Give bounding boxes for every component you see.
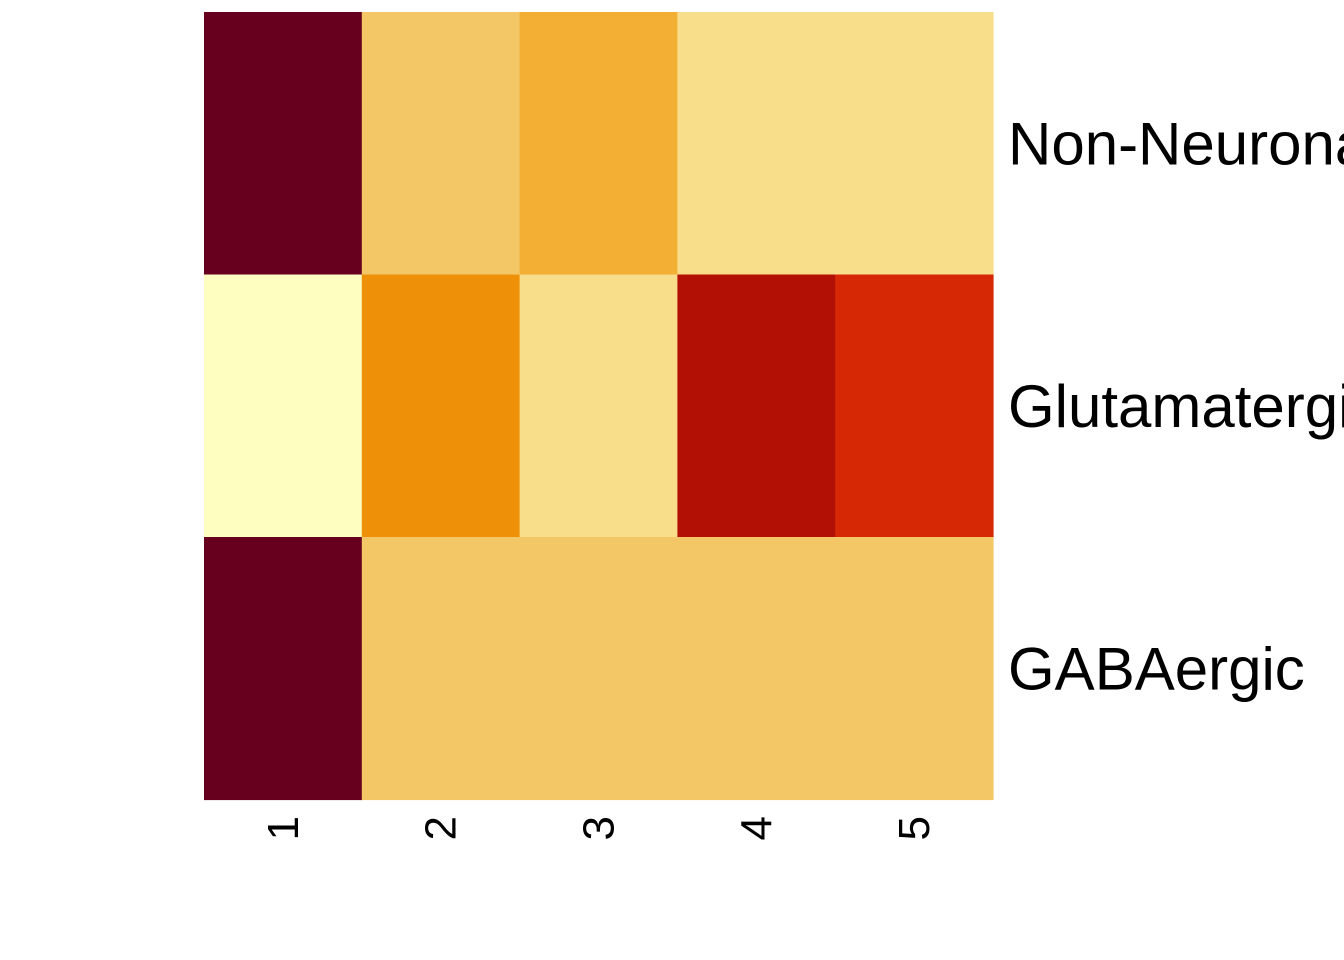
- heatmap-cell: [677, 537, 836, 801]
- heatmap-cell: [835, 274, 994, 538]
- row-label-glutamatergic: Glutamatergic: [1008, 373, 1344, 440]
- heatmap-cell: [519, 274, 678, 538]
- heatmap-cell: [677, 12, 836, 276]
- heatmap-cell: [519, 537, 678, 801]
- row-label-gabaergic: GABAergic: [1008, 635, 1305, 702]
- column-label-5: 5: [890, 816, 939, 840]
- column-labels: 1 2 3 4 5: [259, 816, 939, 840]
- row-labels: Non-Neuronal Glutamatergic GABAergic: [1008, 110, 1344, 702]
- heatmap-cell: [361, 537, 521, 801]
- heatmap-cell: [835, 12, 994, 276]
- heatmap-cell: [361, 274, 521, 538]
- heatmap-cell: [519, 12, 678, 276]
- column-label-1: 1: [259, 816, 308, 840]
- row-label-non-neuronal: Non-Neuronal: [1008, 110, 1344, 177]
- heatmap-cell: [204, 274, 363, 538]
- heatmap-cell: [204, 12, 363, 276]
- heatmap-cell: [204, 537, 363, 801]
- column-label-2: 2: [417, 816, 466, 840]
- heatmap-cell: [677, 274, 836, 538]
- column-label-3: 3: [575, 816, 624, 840]
- heatmap-cell: [835, 537, 994, 801]
- heatmap-cells: [204, 12, 994, 801]
- column-label-4: 4: [732, 816, 781, 840]
- heatmap-cell: [361, 12, 521, 276]
